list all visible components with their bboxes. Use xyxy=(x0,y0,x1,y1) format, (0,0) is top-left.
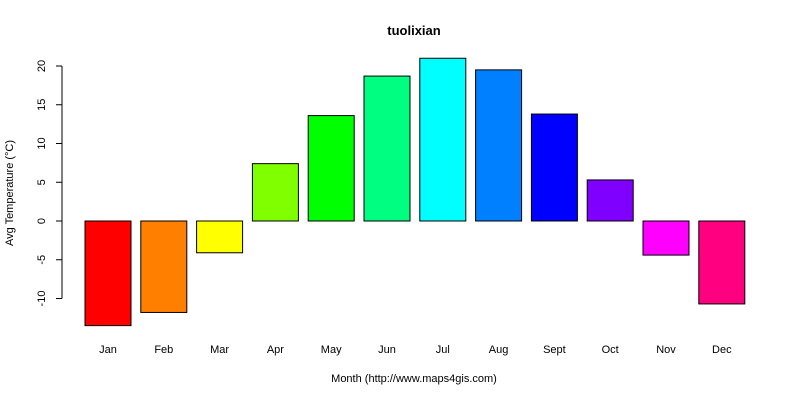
bar-jan xyxy=(84,220,132,327)
y-tick-label: 0 xyxy=(36,218,48,224)
bars-group xyxy=(84,57,746,327)
y-tick-label: 5 xyxy=(36,179,48,185)
x-tick-label: Mar xyxy=(210,344,229,356)
bar-mar xyxy=(196,220,244,254)
bar-feb xyxy=(140,220,188,313)
bar-oct xyxy=(586,179,634,222)
x-tick-label: Jul xyxy=(436,344,450,356)
y-axis-label: Avg Temperature (°C) xyxy=(4,140,16,246)
x-tick-label: Oct xyxy=(602,344,619,356)
y-tick-label: 20 xyxy=(36,60,48,72)
x-tick-label: Aug xyxy=(489,344,509,356)
y-tick-label: 15 xyxy=(36,99,48,111)
bar-jun xyxy=(363,75,411,222)
bar-nov xyxy=(642,220,690,256)
bar-sept xyxy=(530,113,578,222)
chart-title: tuolixian xyxy=(387,23,441,38)
y-axis: -10 -5 0 5 10 15 20 xyxy=(36,60,63,307)
y-tick-label: -5 xyxy=(36,255,48,265)
x-tick-label: Dec xyxy=(712,344,732,356)
x-tick-label: Sept xyxy=(543,344,566,356)
bar-dec xyxy=(698,220,746,305)
x-tick-label: Feb xyxy=(154,344,173,356)
bar-apr xyxy=(251,163,299,222)
y-tick-label: -10 xyxy=(36,291,48,307)
x-tick-label: Jan xyxy=(99,344,117,356)
x-tick-label: Nov xyxy=(656,344,676,356)
category-labels: Jan Feb Mar Apr May Jun Jul Aug Sept Oct Nov Dec xyxy=(99,344,732,356)
x-tick-label: Jun xyxy=(378,344,396,356)
bar-jul xyxy=(419,57,467,222)
bar-aug xyxy=(475,69,523,222)
bar-may xyxy=(307,115,355,222)
x-axis-label: Month (http://www.maps4gis.com) xyxy=(331,373,497,385)
x-tick-label: Apr xyxy=(267,344,284,356)
y-tick-label: 10 xyxy=(36,137,48,149)
x-tick-label: May xyxy=(321,344,342,356)
